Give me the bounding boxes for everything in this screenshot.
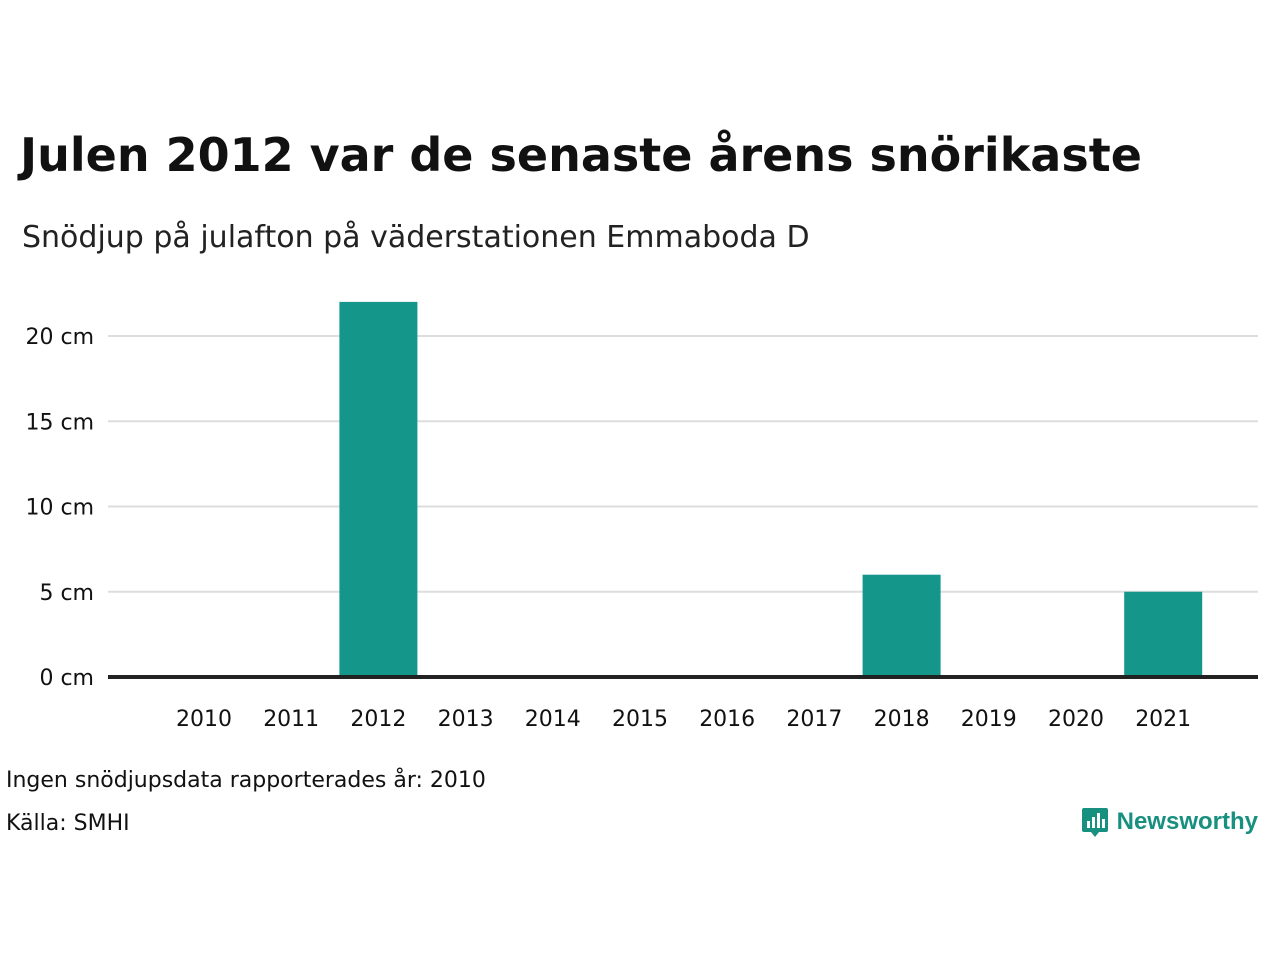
- chart-title: Julen 2012 var de senaste årens snörikas…: [20, 128, 1142, 182]
- x-tick-label: 2021: [1135, 707, 1191, 732]
- y-tick-label: 5 cm: [39, 581, 94, 606]
- x-tick-label: 2011: [263, 707, 319, 732]
- bars: [339, 301, 1203, 677]
- y-tick-label: 0 cm: [39, 666, 94, 691]
- missing-data-note: Ingen snödjupsdata rapporterades år: 201…: [6, 768, 486, 793]
- bar-chart-speech-bubble-icon: [1081, 808, 1108, 837]
- x-tick-label: 2016: [699, 707, 755, 732]
- x-tick-label: 2018: [874, 707, 930, 732]
- newsworthy-logo: Newsworthy: [1081, 806, 1258, 838]
- y-axis-ticks: 0 cm 5 cm 10 cm 15 cm 20 cm: [25, 325, 94, 691]
- x-tick-label: 2010: [176, 707, 232, 732]
- bar-2018: [862, 574, 941, 677]
- x-tick-label: 2013: [438, 707, 494, 732]
- gridlines: [108, 335, 1258, 593]
- bar-2012: [339, 301, 418, 677]
- x-tick-label: 2014: [525, 707, 581, 732]
- y-tick-label: 10 cm: [25, 496, 94, 521]
- source-label: Källa: SMHI: [6, 811, 130, 836]
- x-tick-label: 2012: [350, 707, 406, 732]
- x-axis-ticks: 2010 2011 2012 2013 2014 2015 2016 2017 2018 2019…: [176, 707, 1191, 732]
- bar-2021: [1124, 591, 1203, 677]
- x-tick-label: 2019: [961, 707, 1017, 732]
- chart-subtitle: Snödjup på julafton på väderstationen Em…: [22, 220, 810, 255]
- brand-name: Newsworthy: [1116, 808, 1258, 835]
- x-tick-label: 2017: [786, 707, 842, 732]
- x-tick-label: 2020: [1048, 707, 1104, 732]
- x-tick-label: 2015: [612, 707, 668, 732]
- y-tick-label: 15 cm: [25, 410, 94, 435]
- y-tick-label: 20 cm: [25, 325, 94, 350]
- bar-chart: 0 cm 5 cm 10 cm 15 cm 20 cm 2010 2011 2012 2013…: [25, 301, 1258, 732]
